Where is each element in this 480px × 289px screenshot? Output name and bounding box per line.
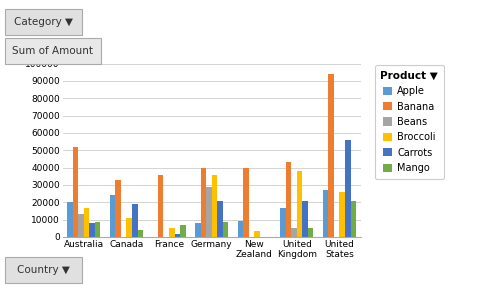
Bar bbox=[307, 228, 313, 237]
Bar bbox=[200, 168, 205, 237]
Bar bbox=[168, 228, 174, 237]
Bar bbox=[78, 214, 84, 237]
Bar bbox=[285, 162, 291, 237]
Bar bbox=[339, 192, 344, 237]
Bar bbox=[95, 222, 100, 237]
Bar bbox=[302, 201, 307, 237]
Legend: Apple, Banana, Beans, Broccoli, Carrots, Mango: Apple, Banana, Beans, Broccoli, Carrots,… bbox=[374, 65, 443, 179]
Bar bbox=[126, 218, 132, 237]
Bar bbox=[211, 175, 217, 237]
Bar bbox=[237, 221, 243, 237]
FancyBboxPatch shape bbox=[5, 9, 82, 35]
Bar bbox=[322, 190, 328, 237]
Bar bbox=[72, 147, 78, 237]
Bar bbox=[222, 222, 228, 237]
Bar bbox=[254, 231, 259, 237]
Bar bbox=[243, 168, 248, 237]
Bar bbox=[205, 187, 211, 237]
Bar bbox=[280, 208, 285, 237]
Text: Category ▼: Category ▼ bbox=[14, 17, 72, 27]
Bar bbox=[296, 171, 302, 237]
Bar bbox=[132, 204, 137, 237]
Bar bbox=[89, 223, 95, 237]
Bar bbox=[67, 202, 72, 237]
Bar bbox=[137, 230, 143, 237]
Bar bbox=[157, 175, 163, 237]
Bar bbox=[115, 180, 120, 237]
Bar bbox=[180, 225, 185, 237]
FancyBboxPatch shape bbox=[5, 38, 101, 64]
FancyBboxPatch shape bbox=[5, 257, 82, 283]
Bar bbox=[217, 201, 222, 237]
Bar bbox=[291, 228, 296, 237]
Bar bbox=[344, 140, 350, 237]
Bar bbox=[350, 201, 355, 237]
Text: Country ▼: Country ▼ bbox=[17, 265, 70, 275]
Bar bbox=[84, 208, 89, 237]
Bar bbox=[194, 223, 200, 237]
Text: Sum of Amount: Sum of Amount bbox=[12, 46, 93, 55]
Bar bbox=[174, 234, 180, 237]
Bar bbox=[109, 195, 115, 237]
Bar bbox=[328, 74, 333, 237]
